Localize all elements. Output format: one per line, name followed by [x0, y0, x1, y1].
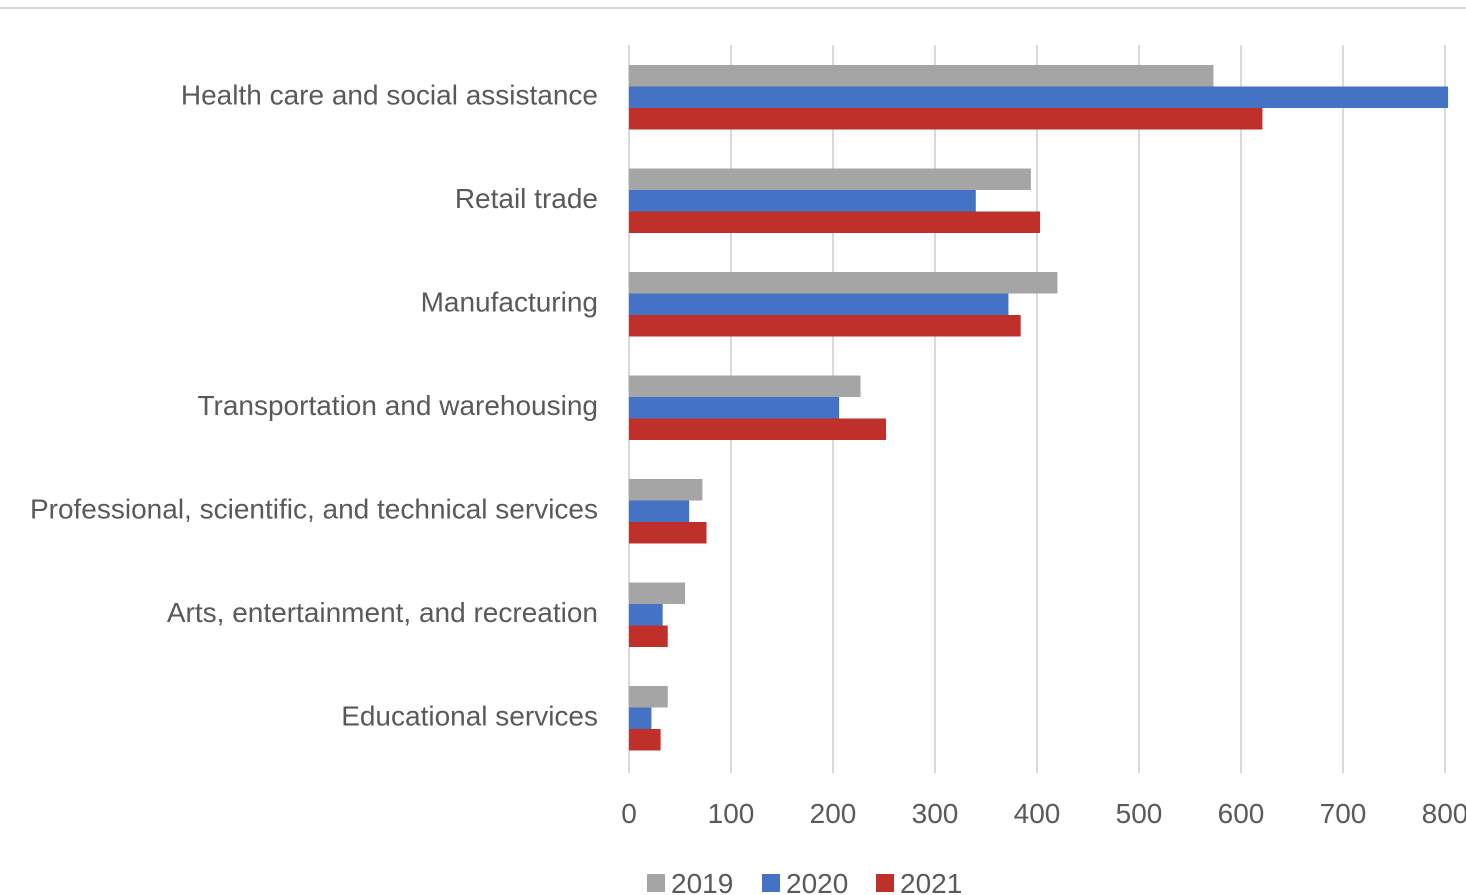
bar-2019-5 [629, 582, 686, 604]
category-label: Manufacturing [421, 287, 598, 318]
bar-2020-0 [629, 86, 1449, 108]
legend-swatch-2020 [762, 874, 780, 892]
x-tick-label: 200 [810, 798, 857, 829]
legend-label-2020: 2020 [786, 868, 848, 895]
category-label: Professional, scientific, and technical … [30, 494, 598, 525]
bar-2020-3 [629, 397, 840, 419]
legend: 2019 2020 2021 [647, 868, 962, 895]
top-divider [0, 7, 1466, 9]
bar-2020-4 [629, 500, 690, 522]
bar-2019-2 [629, 272, 1058, 294]
bar-2021-3 [629, 418, 887, 440]
bar-2021-1 [629, 211, 1041, 233]
bar-2019-4 [629, 479, 703, 501]
legend-swatch-2021 [876, 874, 894, 892]
bar-2021-5 [629, 625, 668, 647]
x-tick-label: 700 [1320, 798, 1367, 829]
bar-2020-6 [629, 707, 652, 729]
x-tick-label: 800 [1422, 798, 1466, 829]
x-tick-label: 600 [1218, 798, 1265, 829]
bar-2020-5 [629, 604, 663, 626]
x-tick-label: 100 [708, 798, 755, 829]
gridlines [628, 45, 1446, 773]
bar-2020-1 [629, 190, 976, 212]
bar-2021-0 [629, 108, 1263, 130]
category-label: Transportation and warehousing [197, 390, 598, 421]
legend-swatch-2019 [647, 874, 665, 892]
x-axis-tick-labels: 0 100 200 300 400 500 600 700 800 [621, 798, 1466, 829]
bar-2019-6 [629, 686, 668, 708]
x-tick-label: 0 [621, 798, 637, 829]
category-label: Health care and social assistance [181, 80, 598, 111]
legend-label-2021: 2021 [900, 868, 962, 895]
category-label: Retail trade [455, 183, 598, 214]
bars [629, 65, 1449, 751]
bar-2021-2 [629, 315, 1021, 337]
bar-2021-4 [629, 522, 707, 544]
bar-2019-1 [629, 168, 1031, 190]
x-tick-label: 500 [1116, 798, 1163, 829]
bar-2021-6 [629, 729, 661, 751]
x-tick-label: 400 [1014, 798, 1061, 829]
category-label: Educational services [341, 701, 598, 732]
category-labels: Health care and social assistance Retail … [30, 80, 598, 732]
category-label: Arts, entertainment, and recreation [167, 597, 598, 628]
bar-2020-2 [629, 293, 1009, 315]
bar-2019-3 [629, 375, 861, 397]
legend-label-2019: 2019 [671, 868, 733, 895]
bar-2019-0 [629, 65, 1214, 87]
x-tick-label: 300 [912, 798, 959, 829]
